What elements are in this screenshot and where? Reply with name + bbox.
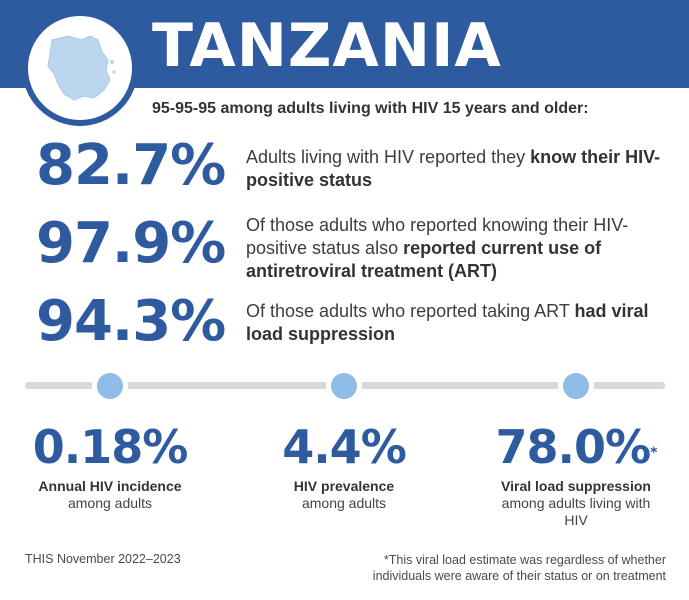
metric-value: 4.4% xyxy=(239,418,449,476)
map-badge xyxy=(22,10,138,126)
metric-label: HIV prevalence xyxy=(293,478,395,494)
stat-text: Of those adults who reported taking ART xyxy=(246,301,575,321)
metric-sublabel: among adults xyxy=(67,495,153,511)
divider-dot xyxy=(331,373,357,399)
footnote: *This viral load estimate was regardless… xyxy=(372,553,666,583)
stat-value: 94.3% xyxy=(36,289,226,354)
stat-text-bold: know their HIV-positive status xyxy=(246,147,661,190)
metric-prevalence: 4.4% HIV prevalence among adults xyxy=(239,418,449,512)
stat-text: Adults living with HIV reported they xyxy=(246,147,531,167)
metric-value-text: 0.18% xyxy=(32,420,189,474)
divider-dot xyxy=(563,373,589,399)
stat-value: 97.9% xyxy=(36,211,226,276)
metric-label: Viral load suppression xyxy=(501,478,651,494)
stat-text-bold: reported current use of antiretroviral t… xyxy=(246,238,602,281)
metric-value-text: 78.0% xyxy=(495,420,652,474)
asterisk-marker: * xyxy=(650,445,657,461)
subtitle: 95-95-95 among adults living with HIV 15… xyxy=(152,100,589,117)
metric-incidence: 0.18% Annual HIV incidence among adults xyxy=(5,418,215,512)
stat-description: Of those adults who reported taking ART … xyxy=(246,300,666,346)
divider-dot xyxy=(97,373,123,399)
metric-label: Annual HIV incidence xyxy=(38,478,182,494)
metric-value: 0.18% xyxy=(5,418,215,476)
source-note: THIS November 2022–2023 xyxy=(25,552,181,566)
metric-sublabel: among adults living with HIV xyxy=(501,495,651,528)
metric-sublabel: among adults xyxy=(301,495,387,511)
metric-value-text: 4.4% xyxy=(282,420,407,474)
page-title: TANZANIA xyxy=(152,11,502,81)
stat-value: 82.7% xyxy=(36,133,226,198)
stat-text-bold: had viral load suppression xyxy=(246,301,649,344)
stat-description: Of those adults who reported knowing the… xyxy=(246,214,666,283)
tanzania-map-icon xyxy=(47,35,116,101)
metric-viral-suppression: 78.0%* Viral load suppression among adul… xyxy=(471,418,681,529)
stat-description: Adults living with HIV reported they kno… xyxy=(246,146,666,192)
metric-value: 78.0%* xyxy=(471,418,681,476)
stat-text: Of those adults who reported knowing the… xyxy=(246,215,629,258)
